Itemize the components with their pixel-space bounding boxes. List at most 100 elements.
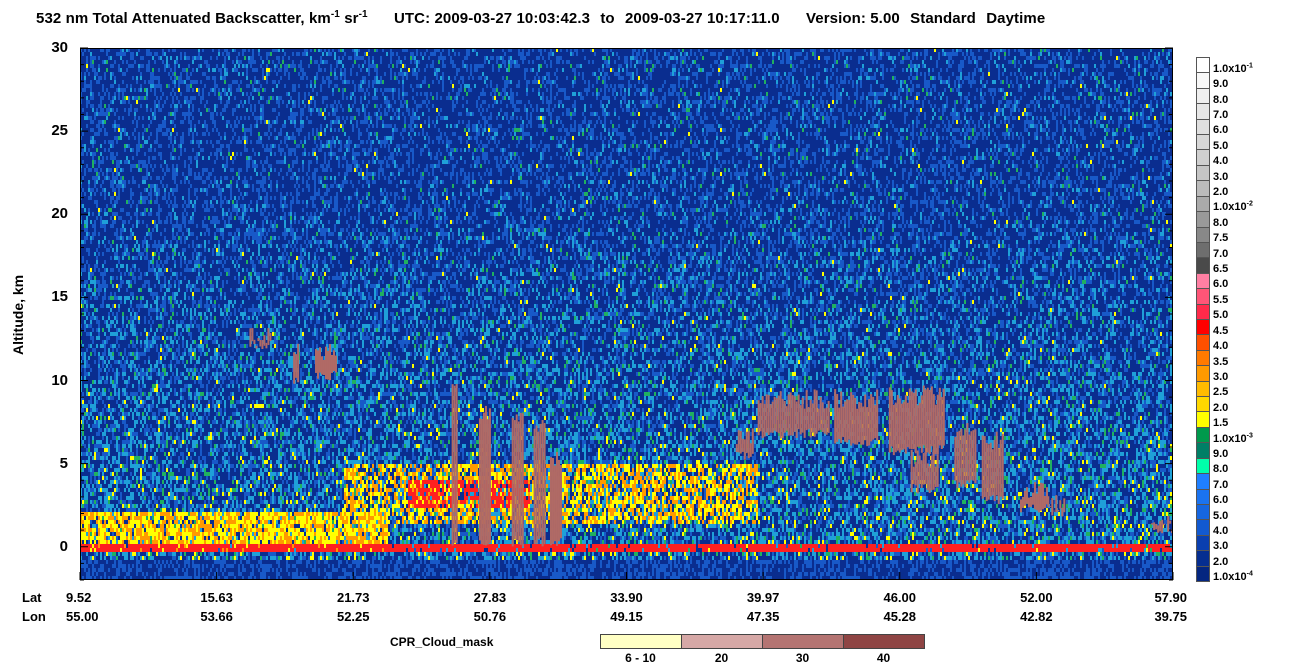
cpr-legend-label: 30 xyxy=(795,651,810,665)
cpr-legend-swatch xyxy=(843,634,925,649)
lat-tick-label: 9.52 xyxy=(66,590,92,605)
colorbar-cell xyxy=(1196,565,1210,582)
y-tick-label: 5 xyxy=(59,454,68,472)
cpr-cloud-mask-legend: CPR_Cloud_mask 6 - 10 20 30 40 xyxy=(390,632,925,665)
colorbar-cell xyxy=(1196,426,1210,444)
colorbar-cell xyxy=(1196,272,1210,290)
lat-tick-label: 27.83 xyxy=(473,590,507,605)
colorbar-cell xyxy=(1196,226,1210,243)
backscatter-heatmap xyxy=(80,48,1173,580)
lon-tick-label: 52.25 xyxy=(336,609,370,624)
y-tick-label: 20 xyxy=(51,205,68,223)
colorbar-label: 4.0 xyxy=(1213,155,1229,168)
colorbar-label: 5.0 xyxy=(1213,139,1229,152)
plot-frame xyxy=(79,47,1174,581)
colorbar-cell xyxy=(1196,257,1210,274)
colorbar-label: 6.5 xyxy=(1213,263,1229,276)
colorbar-cell xyxy=(1196,442,1210,459)
lon-tick-label: 49.15 xyxy=(610,609,643,624)
title-mode: Standard xyxy=(910,10,976,27)
title-end-time: 2009-03-27 10:17:11.0 xyxy=(624,10,780,27)
colorbar-cell xyxy=(1196,87,1210,105)
chart-title: 532 nm Total Attenuated Backscatter, km-… xyxy=(36,10,1276,38)
y-tick-label: 0 xyxy=(59,537,68,555)
colorbar-label: 9.0 xyxy=(1213,78,1229,91)
title-start-time: 2009-03-27 10:03:42.3 xyxy=(434,10,591,27)
cpr-legend-label: 40 xyxy=(876,651,891,665)
colorbar-label: 1.0x10-4 xyxy=(1213,570,1253,584)
colorbar-cell xyxy=(1196,457,1210,475)
colorbar-cell xyxy=(1196,241,1210,259)
colorbar-label: 5.0 xyxy=(1213,309,1229,322)
colorbar-label: 4.0 xyxy=(1213,340,1229,353)
colorbar-label: 2.0 xyxy=(1213,186,1229,198)
lon-tick-label: 47.35 xyxy=(746,609,780,624)
colorbar-label: 5.0 xyxy=(1213,509,1229,522)
cpr-legend-swatch xyxy=(762,634,844,649)
colorbar-cell xyxy=(1196,164,1210,182)
colorbar-label: 9.0 xyxy=(1213,448,1229,460)
colorbar-label: 4.0 xyxy=(1213,525,1229,538)
colorbar-label: 1.5 xyxy=(1213,417,1229,430)
title-to-label: to xyxy=(600,10,615,27)
lat-row-title: Lat xyxy=(22,590,42,605)
cpr-legend-label: 20 xyxy=(714,651,729,665)
colorbar-cell xyxy=(1196,488,1210,505)
colorbar-label: 8.0 xyxy=(1213,216,1229,229)
cpr-legend-label: 6 - 10 xyxy=(625,651,656,665)
cpr-legend-title: CPR_Cloud_mask xyxy=(390,635,494,649)
colorbar-cell xyxy=(1196,303,1210,320)
lon-tick-label: 39.75 xyxy=(1154,609,1187,624)
colorbar-cell xyxy=(1196,134,1210,151)
colorbar-label: 5.5 xyxy=(1213,293,1229,306)
colorbar-label: 3.0 xyxy=(1213,540,1229,553)
lon-tick-label: 42.82 xyxy=(1020,609,1053,624)
colorbar-label: 2.5 xyxy=(1213,386,1229,399)
colorbar-label: 1.0x10-2 xyxy=(1213,200,1253,214)
colorbar-cell xyxy=(1196,349,1210,367)
colorbar-cell xyxy=(1196,180,1210,197)
backscatter-colorbar: 1.0x10-1 9.0 8.0 7.0 6.0 5.0 4.0 3.0 2.0 1.0x10-2… xyxy=(1196,57,1296,584)
lon-tick-label: 50.76 xyxy=(473,609,507,624)
cpr-legend-swatch xyxy=(681,634,763,649)
colorbar-label: 1.0x10-1 xyxy=(1213,62,1253,75)
colorbar-label: 3.0 xyxy=(1213,370,1229,383)
lat-tick-label: 46.00 xyxy=(883,590,917,605)
y-tick-label: 10 xyxy=(51,371,68,389)
title-daynight: Daytime xyxy=(986,10,1046,27)
title-utc-label: UTC: xyxy=(393,10,431,27)
colorbar-label: 6.0 xyxy=(1213,278,1229,291)
colorbar-cell xyxy=(1196,118,1210,136)
colorbar-cell xyxy=(1196,503,1210,521)
y-axis-label: Altitude, km xyxy=(10,274,26,355)
colorbar-label: 3.0 xyxy=(1213,170,1229,183)
colorbar-label: 7.0 xyxy=(1213,247,1229,260)
colorbar-label: 3.5 xyxy=(1213,355,1229,368)
colorbar-cell xyxy=(1196,365,1210,382)
lat-tick-label: 57.90 xyxy=(1154,590,1187,605)
colorbar-label: 4.5 xyxy=(1213,324,1229,337)
colorbar-cell xyxy=(1196,195,1210,213)
lat-tick-label: 39.97 xyxy=(746,590,780,605)
colorbar-cell xyxy=(1196,334,1210,351)
lat-tick-label: 52.00 xyxy=(1020,590,1053,605)
colorbar-cell xyxy=(1196,519,1210,536)
colorbar-label: 7.0 xyxy=(1213,108,1229,121)
colorbar-cell xyxy=(1196,72,1210,89)
colorbar-cell xyxy=(1196,534,1210,552)
title-product: 532 nm Total Attenuated Backscatter, km-… xyxy=(36,9,368,28)
colorbar-cell xyxy=(1196,473,1210,490)
colorbar-label: 7.0 xyxy=(1213,478,1229,491)
lat-tick-label: 15.63 xyxy=(200,590,233,605)
colorbar-cell xyxy=(1196,380,1210,398)
colorbar-label: 8.0 xyxy=(1213,463,1229,476)
colorbar-label: 2.0 xyxy=(1213,555,1229,568)
colorbar-label: 7.5 xyxy=(1213,232,1229,245)
colorbar-label: 2.0 xyxy=(1213,401,1229,414)
colorbar-cell xyxy=(1196,411,1210,428)
colorbar-label: 1.0x10-3 xyxy=(1213,431,1253,445)
lon-tick-label: 53.66 xyxy=(200,609,233,624)
lon-tick-label: 45.28 xyxy=(883,609,917,624)
colorbar-cell xyxy=(1196,396,1210,413)
colorbar-cell xyxy=(1196,211,1210,228)
